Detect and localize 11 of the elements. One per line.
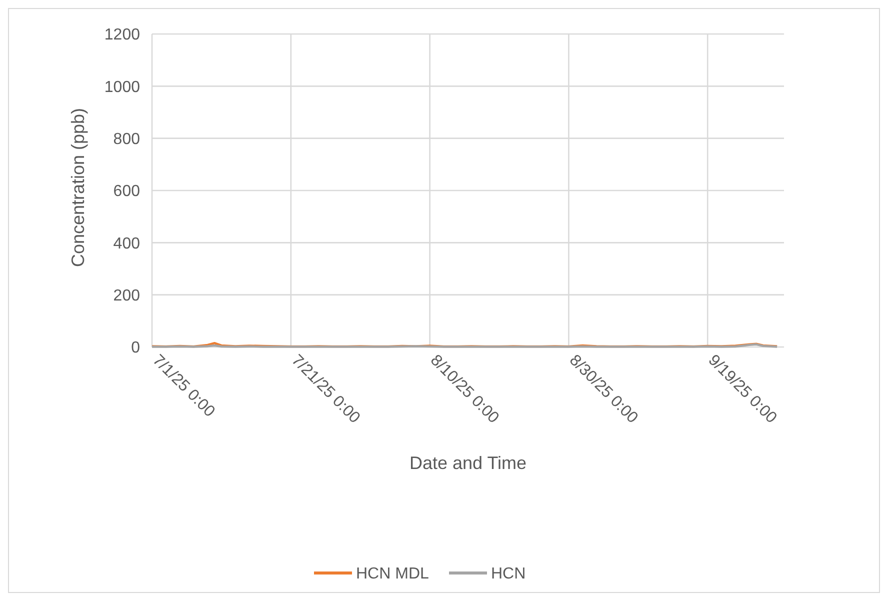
legend-label: HCN MDL <box>356 566 429 583</box>
legend-label: HCN <box>491 566 526 583</box>
y-axis-title: Concentration (ppb) <box>68 108 88 268</box>
y-tick-label: 400 <box>113 235 140 252</box>
y-tick-label: 0 <box>131 340 140 357</box>
y-tick-label: 1200 <box>104 26 140 44</box>
y-tick-label: 800 <box>113 130 140 148</box>
y-tick-label: 1000 <box>104 78 140 96</box>
x-axis-title: Date and Time <box>409 453 527 473</box>
y-tick-label: 200 <box>113 287 140 304</box>
y-tick-label: 600 <box>113 183 140 200</box>
